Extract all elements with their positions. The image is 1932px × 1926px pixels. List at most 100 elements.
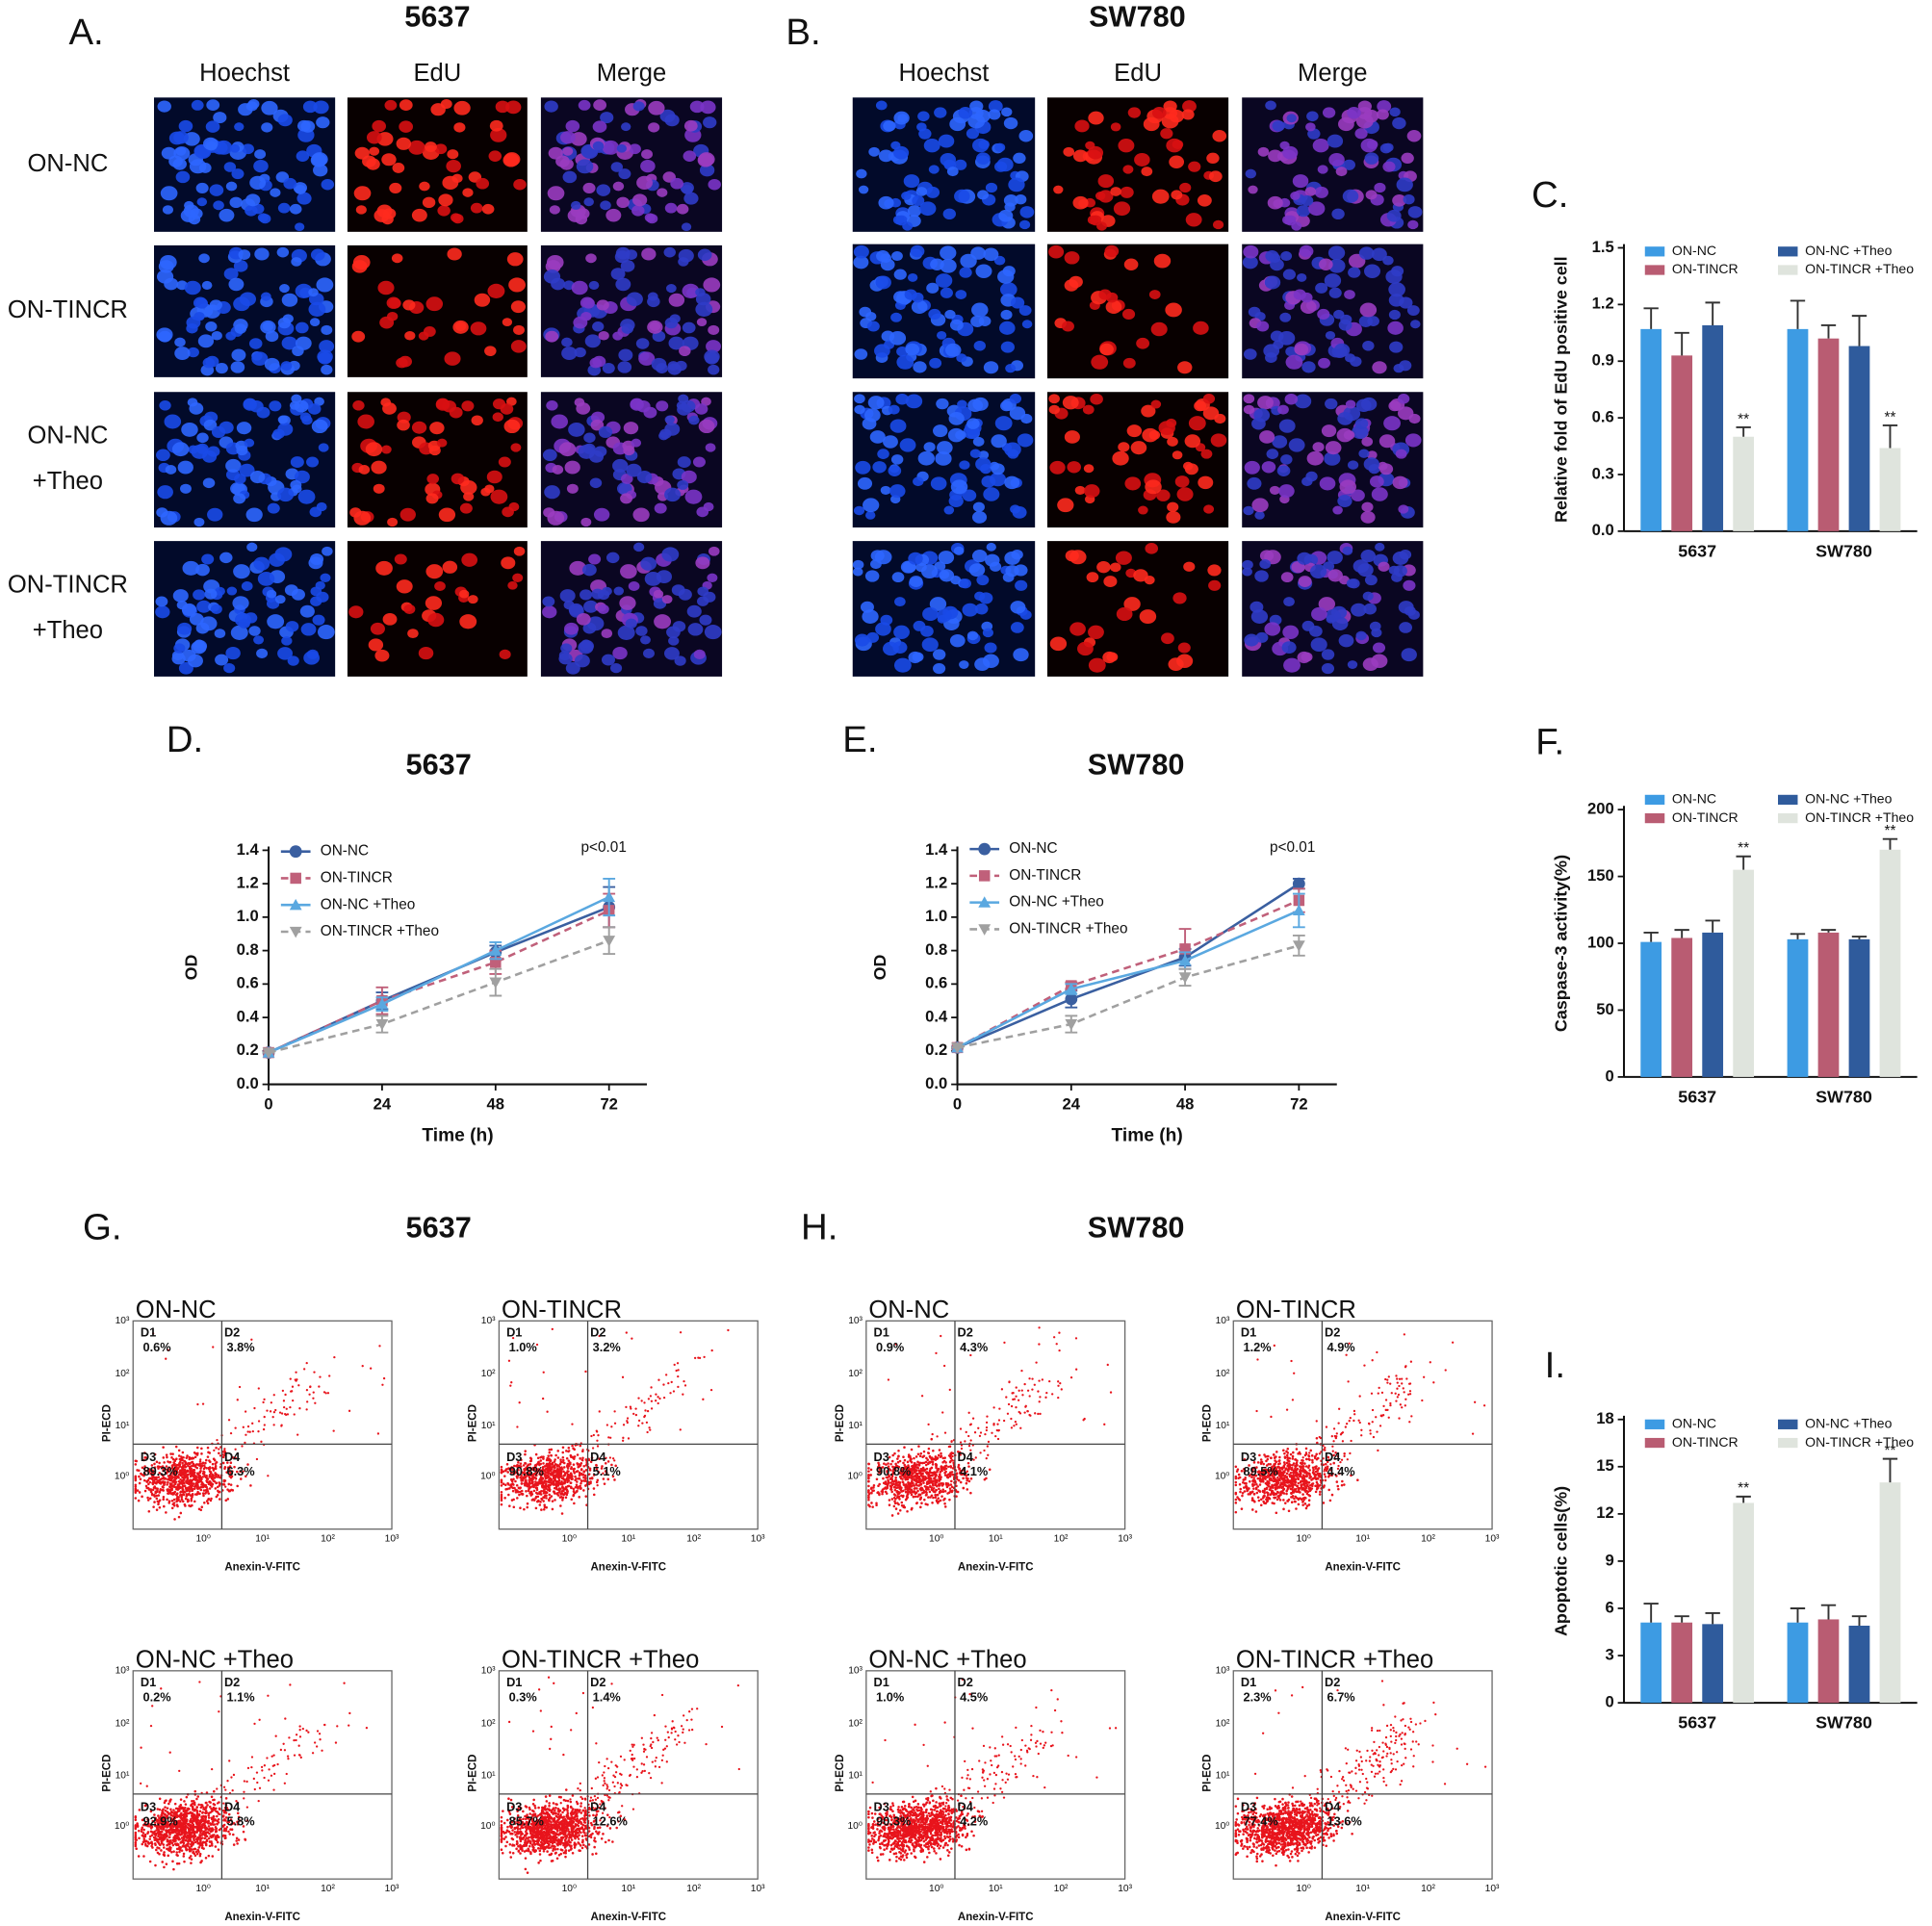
event-dot: [181, 1458, 184, 1462]
event-dot: [539, 1455, 542, 1459]
event-dot: [524, 1478, 528, 1481]
event-dot: [227, 1482, 231, 1486]
nucleus: [903, 174, 920, 189]
nucleus: [225, 646, 241, 660]
event-dot: [238, 1385, 242, 1389]
legend-swatch: [1644, 812, 1665, 824]
event-dot: [210, 1829, 214, 1833]
event-dot: [529, 1457, 533, 1460]
event-dot: [172, 1836, 176, 1838]
event-dot: [547, 1467, 551, 1471]
nucleus: [231, 168, 245, 180]
nucleus: [621, 122, 631, 132]
event-dot: [168, 1485, 172, 1488]
nucleus: [1243, 404, 1255, 415]
event-dot: [196, 1402, 199, 1406]
nucleus: [1338, 116, 1354, 132]
event-dot: [572, 1490, 576, 1493]
nucleus: [583, 600, 599, 613]
y-tick-label: 1.2: [237, 874, 259, 892]
event-dot: [178, 1461, 181, 1465]
event-dot: [167, 1847, 169, 1851]
legend-swatch: [1778, 1419, 1798, 1429]
event-dot: [597, 1434, 600, 1437]
nucleus: [683, 150, 697, 162]
nucleus: [1088, 657, 1106, 673]
event-dot: [215, 1835, 218, 1838]
event-dot: [227, 1830, 230, 1834]
event-dot: [176, 1495, 179, 1499]
event-dot: [182, 1490, 185, 1493]
event-dot: [328, 1374, 331, 1377]
nucleus: [291, 588, 305, 601]
nucleus: [1401, 152, 1414, 165]
event-dot: [228, 1833, 232, 1836]
nucleus: [1118, 139, 1135, 153]
nucleus: [853, 505, 865, 516]
nucleus: [947, 427, 965, 443]
nucleus: [203, 419, 218, 431]
event-dot: [162, 1486, 165, 1489]
event-dot: [332, 1429, 335, 1432]
event-dot: [217, 1836, 220, 1838]
nucleus: [1063, 146, 1075, 157]
event-dot: [313, 1371, 316, 1374]
nucleus: [277, 487, 295, 502]
nucleus: [187, 654, 203, 668]
nucleus: [1304, 187, 1317, 196]
nucleus: [699, 614, 712, 626]
nucleus: [1077, 641, 1094, 656]
nucleus: [1332, 505, 1343, 515]
event-dot: [539, 1501, 542, 1503]
bar: [1733, 869, 1755, 1077]
event-dot: [560, 1512, 564, 1515]
nucleus: [564, 622, 580, 635]
event-dot: [545, 1467, 548, 1471]
nucleus: [158, 260, 174, 273]
nucleus: [632, 101, 645, 112]
nucleus: [695, 288, 706, 297]
event-dot: [183, 1468, 187, 1472]
event-dot: [573, 1502, 576, 1505]
event-dot: [559, 1504, 562, 1507]
event-dot: [167, 1477, 169, 1481]
event-dot: [550, 1448, 554, 1451]
nucleus: [854, 348, 868, 360]
nucleus: [1150, 321, 1168, 337]
nucleus: [1294, 394, 1312, 409]
event-dot: [540, 1497, 543, 1501]
bar: [1848, 938, 1870, 1077]
event-dot: [627, 1437, 631, 1440]
nucleus: [1322, 107, 1336, 118]
nucleus: [994, 142, 1006, 152]
nucleus: [376, 204, 393, 218]
event-dot: [312, 1391, 315, 1394]
nucleus: [1398, 504, 1409, 514]
event-dot: [187, 1488, 190, 1491]
nucleus: [215, 654, 229, 666]
y-axis-label: OD: [181, 954, 200, 980]
nucleus: [1389, 107, 1401, 117]
event-dot: [562, 1470, 565, 1474]
nucleus: [688, 415, 700, 425]
panel-title: SW780: [1089, 0, 1186, 34]
event-dot: [162, 1843, 166, 1846]
event-dot: [231, 1489, 235, 1492]
x-tick-label: 10²: [321, 1534, 335, 1545]
nucleus: [1172, 450, 1183, 460]
event-dot: [206, 1502, 210, 1505]
legend-label: ON-TINCR: [1672, 1434, 1739, 1450]
nucleus: [198, 253, 210, 264]
nucleus: [388, 297, 401, 309]
nucleus: [669, 314, 681, 323]
event-dot: [514, 1479, 517, 1483]
event-dot: [176, 1488, 180, 1491]
nucleus: [1305, 122, 1316, 132]
event-dot: [215, 1838, 219, 1842]
event-dot: [324, 1392, 327, 1395]
nucleus: [598, 425, 613, 439]
nucleus: [234, 122, 245, 132]
nucleus: [502, 318, 513, 326]
event-dot: [134, 1827, 138, 1831]
event-dot: [138, 1836, 141, 1840]
